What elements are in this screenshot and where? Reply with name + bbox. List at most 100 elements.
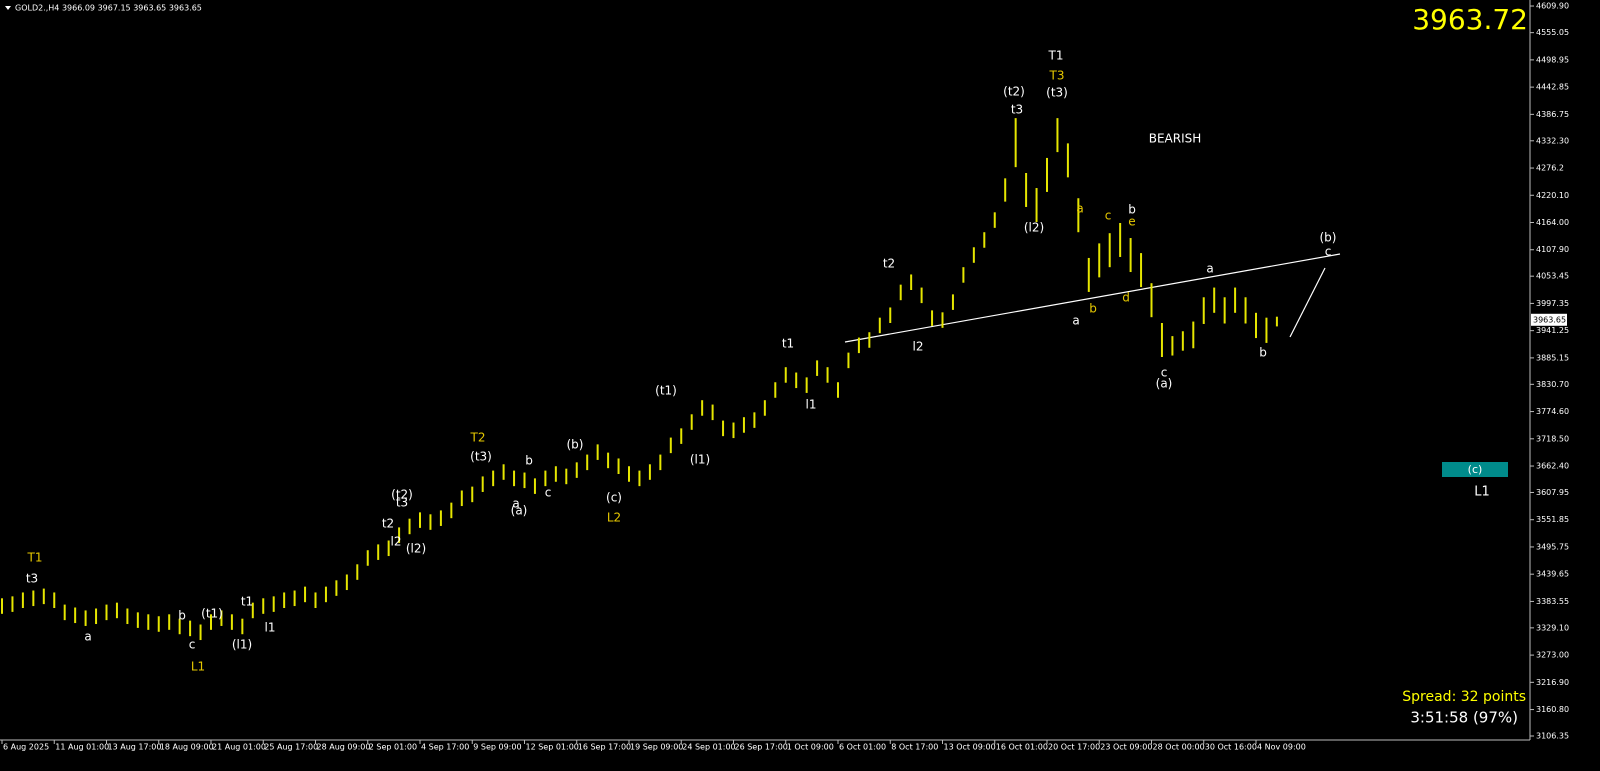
y-tick-label: 3662.40 [1536, 462, 1569, 471]
menu-arrow[interactable] [5, 6, 11, 10]
x-tick-label: 24 Sep 01:00 [682, 743, 735, 752]
wave-label: t3 [1011, 103, 1023, 117]
y-tick-label: 3216.90 [1536, 678, 1569, 687]
wave-label: (c) [606, 491, 622, 505]
wave-label: a [1072, 314, 1079, 328]
wave-label: l2 [391, 535, 402, 549]
wave-label: t3 [26, 572, 38, 586]
bid-price: 3963.72 [1412, 3, 1528, 36]
trend-line [844, 253, 1341, 343]
last-price-label: 3963.65 [1533, 315, 1566, 324]
y-tick-label: 3160.80 [1536, 705, 1569, 714]
wave-label: T1 [1048, 49, 1064, 63]
spread: Spread: 32 points [1402, 689, 1526, 705]
x-tick-label: 2 Sep 01:00 [369, 743, 417, 752]
wave-label: T3 [1049, 69, 1065, 83]
x-tick-label: 21 Aug 01:00 [212, 743, 266, 752]
wave-label: c [1325, 245, 1332, 259]
box [1442, 462, 1508, 477]
wave-label: t2 [883, 257, 895, 271]
wave-label: (l1) [232, 638, 252, 652]
y-tick-label: 4386.75 [1536, 110, 1569, 119]
timer: 3:51:58 (97%) [1410, 709, 1518, 727]
wave-label: t3 [396, 496, 408, 510]
header: GOLD2.,H4 3966.09 3967.15 3963.65 3963.6… [15, 4, 202, 13]
x-tick-label: 20 Oct 17:00 [1048, 743, 1100, 752]
x-tick-label: 11 Aug 01:00 [55, 743, 109, 752]
y-tick-label: 4555.05 [1536, 28, 1569, 37]
wave-label: a [512, 497, 519, 511]
wave-label: b [525, 454, 533, 468]
y-tick-label: 3830.70 [1536, 380, 1569, 389]
wave-label: (l2) [406, 542, 426, 556]
wave-label: d [1122, 291, 1130, 305]
wave-label: L1 [191, 660, 205, 674]
wave-label: t1 [241, 595, 253, 609]
wave-label: (l1) [690, 453, 710, 467]
last-price-box [1531, 313, 1567, 326]
y-tick-label: 3718.50 [1536, 434, 1569, 443]
x-tick-label: 4 Nov 09:00 [1257, 743, 1306, 752]
wave-label: (t2) [1003, 85, 1025, 99]
wave-label: b [1259, 346, 1267, 360]
x-tick-label: 6 Aug 2025 [3, 743, 49, 752]
x-tick-label: 18 Aug 09:00 [160, 743, 214, 752]
y-tick-label: 4107.90 [1536, 245, 1569, 254]
wave-label: L2 [607, 511, 621, 525]
y-tick-label: 4164.00 [1536, 218, 1569, 227]
x-tick-label: 4 Sep 17:00 [421, 743, 469, 752]
x-tick-label: 12 Sep 01:00 [526, 743, 579, 752]
wave-label: (a) [1156, 377, 1173, 391]
wave-label: a [1076, 202, 1083, 216]
wave-label: e [1128, 215, 1135, 229]
wave-label: b [178, 609, 186, 623]
x-tick-label: 26 Sep 17:00 [735, 743, 788, 752]
x-tick-label: 28 Aug 09:00 [317, 743, 371, 752]
wave-label: BEARISH [1149, 132, 1202, 146]
y-tick-label: 3551.85 [1536, 515, 1569, 524]
y-tick-label: 3997.35 [1536, 299, 1569, 308]
x-tick-label: 8 Oct 17:00 [891, 743, 938, 752]
wave-label: (l2) [1024, 221, 1044, 235]
x-tick-label: 19 Sep 09:00 [630, 743, 683, 752]
y-tick-label: 3273.00 [1536, 651, 1569, 660]
wave-label: (b) [567, 438, 584, 452]
x-tick-label: 6 Oct 01:00 [839, 743, 886, 752]
wave-label: (t3) [1046, 86, 1068, 100]
y-tick-label: 4498.95 [1536, 55, 1569, 64]
x-tick-label: 1 Oct 09:00 [787, 743, 834, 752]
y-tick-label: 3607.95 [1536, 488, 1569, 497]
wave-label: T1 [27, 551, 43, 565]
y-tick-label: 3495.75 [1536, 542, 1569, 551]
y-tick-label: 3439.65 [1536, 570, 1569, 579]
x-tick-label: 13 Aug 17:00 [108, 743, 162, 752]
wave-label: (a) [511, 504, 528, 518]
wave-label: L1 [1474, 485, 1490, 500]
wave-label: c [1105, 209, 1112, 223]
y-tick-label: 4442.85 [1536, 83, 1569, 92]
x-tick-label: 28 Oct 00:00 [1153, 743, 1205, 752]
y-tick-label: 3941.25 [1536, 326, 1569, 335]
wave-label: t2 [382, 517, 394, 531]
x-tick-label: 13 Oct 09:00 [944, 743, 996, 752]
wave-label: a [84, 630, 91, 644]
wave-label: (t1) [655, 384, 677, 398]
y-tick-label: 4220.10 [1536, 191, 1569, 200]
wave-label: (t1) [201, 607, 223, 621]
y-tick-label: 3106.35 [1536, 732, 1569, 741]
wave-label: c [545, 486, 552, 500]
box-label: (c) [1468, 463, 1483, 476]
wave-label: (t2) [391, 488, 413, 502]
wave-label: t1 [782, 337, 794, 351]
x-tick-label: 23 Oct 09:00 [1100, 743, 1152, 752]
wave-label: (t3) [470, 450, 492, 464]
y-tick-label: 4276.2 [1536, 164, 1564, 173]
wave-label: T2 [470, 431, 486, 445]
x-tick-label: 16 Sep 17:00 [578, 743, 631, 752]
x-tick-label: 30 Oct 16:00 [1205, 743, 1257, 752]
wave-label: (b) [1320, 231, 1337, 245]
y-tick-label: 4609.90 [1536, 2, 1569, 11]
y-tick-label: 4332.30 [1536, 136, 1569, 145]
